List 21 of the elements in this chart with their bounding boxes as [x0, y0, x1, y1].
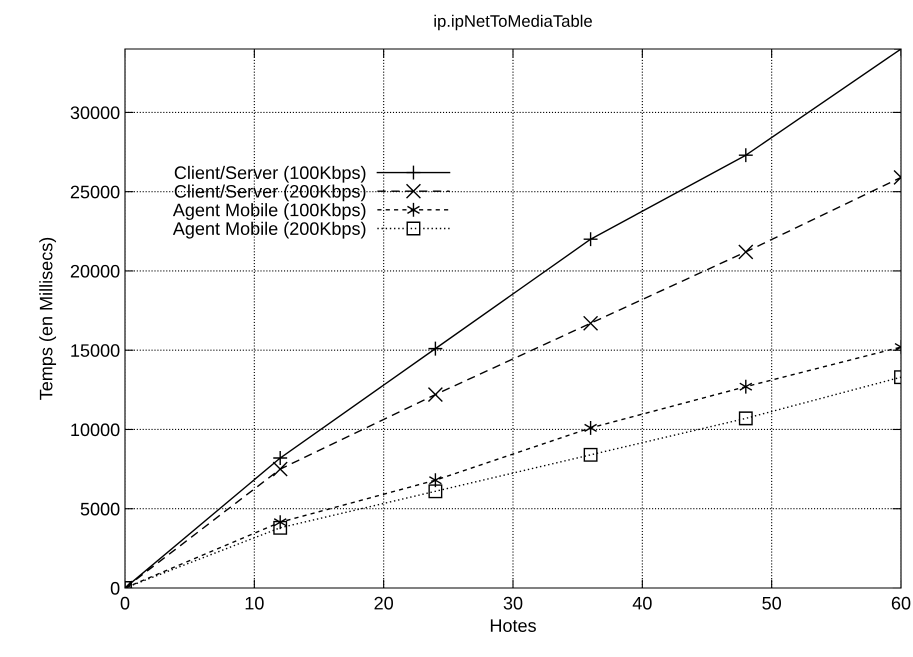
x-tick-label: 10	[246, 596, 264, 610]
x-tick-label: 50	[762, 596, 782, 610]
legend-label: Client/Server (200Kbps)	[174, 184, 366, 202]
x-tick-label: 0	[120, 596, 130, 610]
legend-label: Client/Server (100Kbps)	[174, 166, 366, 183]
chart-title: ip.ipNetToMediaTable	[434, 14, 592, 30]
y-tick-label: 20000	[70, 264, 120, 278]
y-axis-title: Temps (en Millisecs)	[39, 238, 56, 400]
y-tick-label: 15000	[71, 344, 120, 357]
y-tick-label: 25000	[70, 186, 120, 198]
y-tick-label: 5000	[80, 502, 120, 516]
y-tick-label: 10000	[71, 423, 120, 436]
x-axis-title: Hotes	[490, 619, 536, 632]
legend-label: Agent Mobile (100Kbps)	[172, 203, 366, 220]
legend-label: Agent Mobile (200Kbps)	[172, 222, 366, 239]
x-tick-label: 40	[632, 596, 652, 610]
y-tick-label: 30000	[70, 106, 120, 120]
x-tick-label: 20	[374, 596, 394, 610]
y-tick-label: 0	[110, 582, 120, 595]
x-tick-label: 60	[892, 596, 910, 610]
x-tick-label: 30	[504, 596, 522, 610]
